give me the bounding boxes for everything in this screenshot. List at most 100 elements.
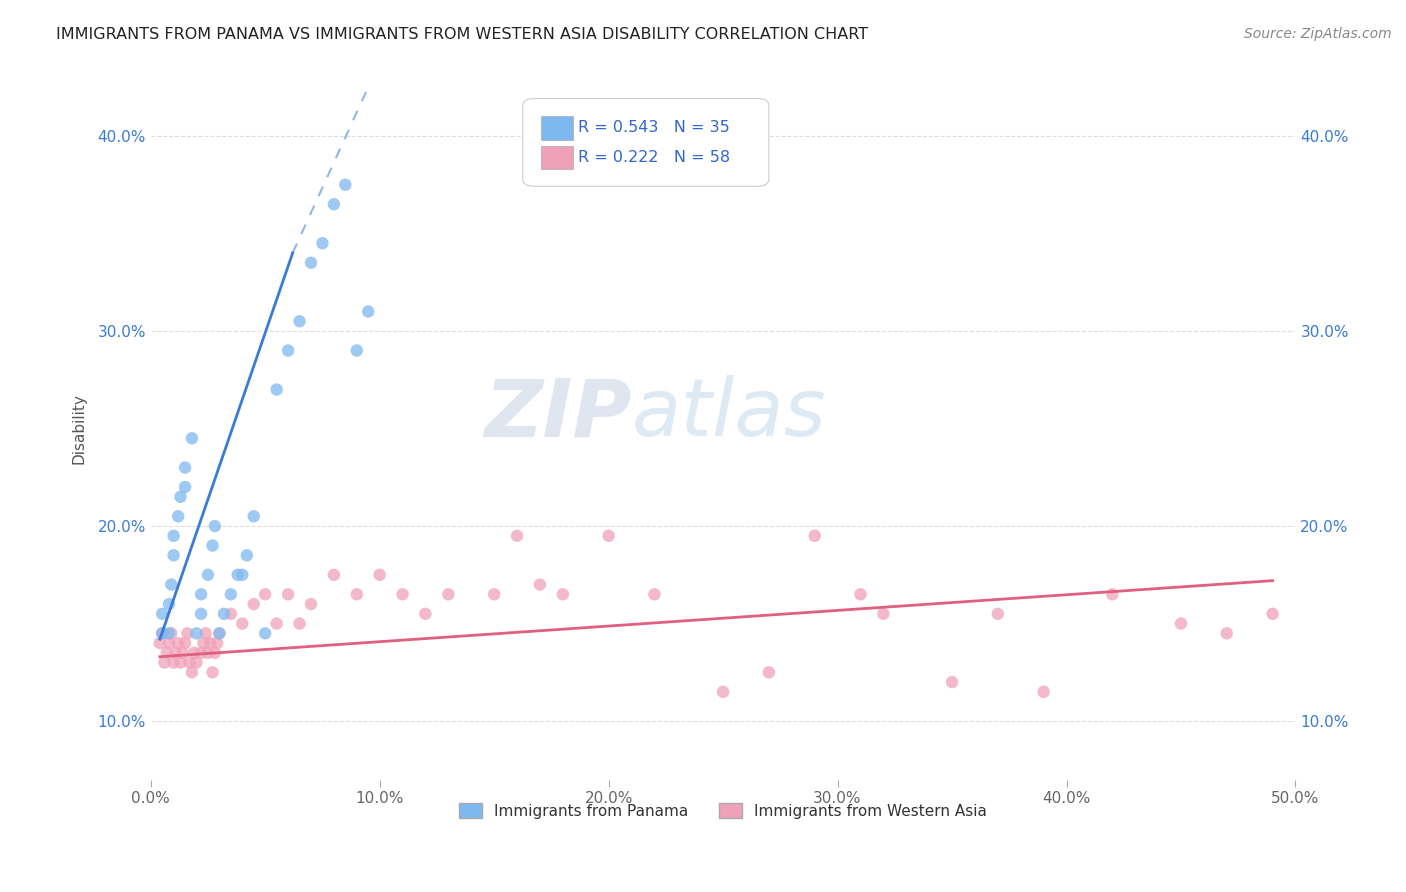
Point — [598, 529, 620, 543]
Point — [872, 607, 894, 621]
Point — [160, 626, 183, 640]
Point — [803, 529, 825, 543]
Point — [322, 197, 344, 211]
Point — [346, 587, 368, 601]
Point — [179, 656, 201, 670]
Point — [160, 577, 183, 591]
Point — [176, 626, 198, 640]
Point — [153, 656, 176, 670]
Point — [437, 587, 460, 601]
Point — [197, 646, 219, 660]
Point — [711, 685, 734, 699]
FancyBboxPatch shape — [541, 116, 574, 140]
Point — [157, 636, 180, 650]
Point — [368, 567, 391, 582]
Point — [149, 636, 172, 650]
Point — [219, 587, 242, 601]
Point — [201, 539, 224, 553]
FancyBboxPatch shape — [541, 145, 574, 169]
Point — [174, 480, 197, 494]
Point — [200, 636, 222, 650]
Text: atlas: atlas — [631, 376, 827, 453]
Text: R = 0.222   N = 58: R = 0.222 N = 58 — [578, 150, 730, 165]
Point — [1032, 685, 1054, 699]
Point — [190, 587, 212, 601]
Point — [150, 626, 173, 640]
Point — [165, 646, 187, 660]
Point — [186, 656, 208, 670]
Point — [758, 665, 780, 680]
Point — [551, 587, 574, 601]
Point — [482, 587, 505, 601]
Point — [205, 636, 228, 650]
Point — [208, 626, 231, 640]
Point — [167, 636, 190, 650]
Point — [277, 587, 299, 601]
Point — [190, 607, 212, 621]
Point — [193, 636, 215, 650]
Point — [208, 626, 231, 640]
Point — [242, 509, 264, 524]
Point — [181, 665, 204, 680]
Point — [169, 490, 191, 504]
Point — [162, 656, 184, 670]
Text: IMMIGRANTS FROM PANAMA VS IMMIGRANTS FROM WESTERN ASIA DISABILITY CORRELATION CH: IMMIGRANTS FROM PANAMA VS IMMIGRANTS FRO… — [56, 27, 869, 42]
Legend: Immigrants from Panama, Immigrants from Western Asia: Immigrants from Panama, Immigrants from … — [453, 797, 993, 824]
Point — [288, 616, 311, 631]
Point — [181, 431, 204, 445]
Point — [183, 646, 205, 660]
Point — [174, 636, 197, 650]
Text: R = 0.543   N = 35: R = 0.543 N = 35 — [578, 120, 730, 136]
Point — [335, 178, 357, 192]
Point — [311, 236, 333, 251]
Point — [415, 607, 437, 621]
Point — [1101, 587, 1123, 601]
Point — [162, 529, 184, 543]
Point — [150, 607, 173, 621]
Point — [157, 597, 180, 611]
Point — [941, 675, 963, 690]
Point — [357, 304, 380, 318]
FancyBboxPatch shape — [523, 98, 769, 186]
Point — [204, 519, 226, 533]
Point — [157, 626, 180, 640]
Point — [346, 343, 368, 358]
Point — [242, 597, 264, 611]
Point — [226, 567, 249, 582]
Point — [529, 577, 551, 591]
Point — [391, 587, 413, 601]
Point — [322, 567, 344, 582]
Point — [174, 460, 197, 475]
Point — [219, 607, 242, 621]
Point — [201, 665, 224, 680]
Text: ZIP: ZIP — [484, 376, 631, 453]
Point — [162, 549, 184, 563]
Point — [169, 656, 191, 670]
Point — [156, 646, 179, 660]
Point — [849, 587, 872, 601]
Point — [212, 607, 235, 621]
Point — [266, 383, 288, 397]
Point — [190, 646, 212, 660]
Point — [194, 626, 217, 640]
Point — [643, 587, 665, 601]
Point — [299, 256, 322, 270]
Point — [150, 626, 173, 640]
Y-axis label: Disability: Disability — [72, 393, 86, 464]
Point — [172, 646, 194, 660]
Point — [1170, 616, 1192, 631]
Point — [204, 646, 226, 660]
Point — [167, 509, 190, 524]
Point — [1261, 607, 1284, 621]
Point — [254, 626, 277, 640]
Point — [254, 587, 277, 601]
Point — [1216, 626, 1239, 640]
Point — [197, 567, 219, 582]
Point — [506, 529, 529, 543]
Point — [299, 597, 322, 611]
Text: Source: ZipAtlas.com: Source: ZipAtlas.com — [1244, 27, 1392, 41]
Point — [288, 314, 311, 328]
Point — [231, 567, 253, 582]
Point — [987, 607, 1010, 621]
Point — [186, 626, 208, 640]
